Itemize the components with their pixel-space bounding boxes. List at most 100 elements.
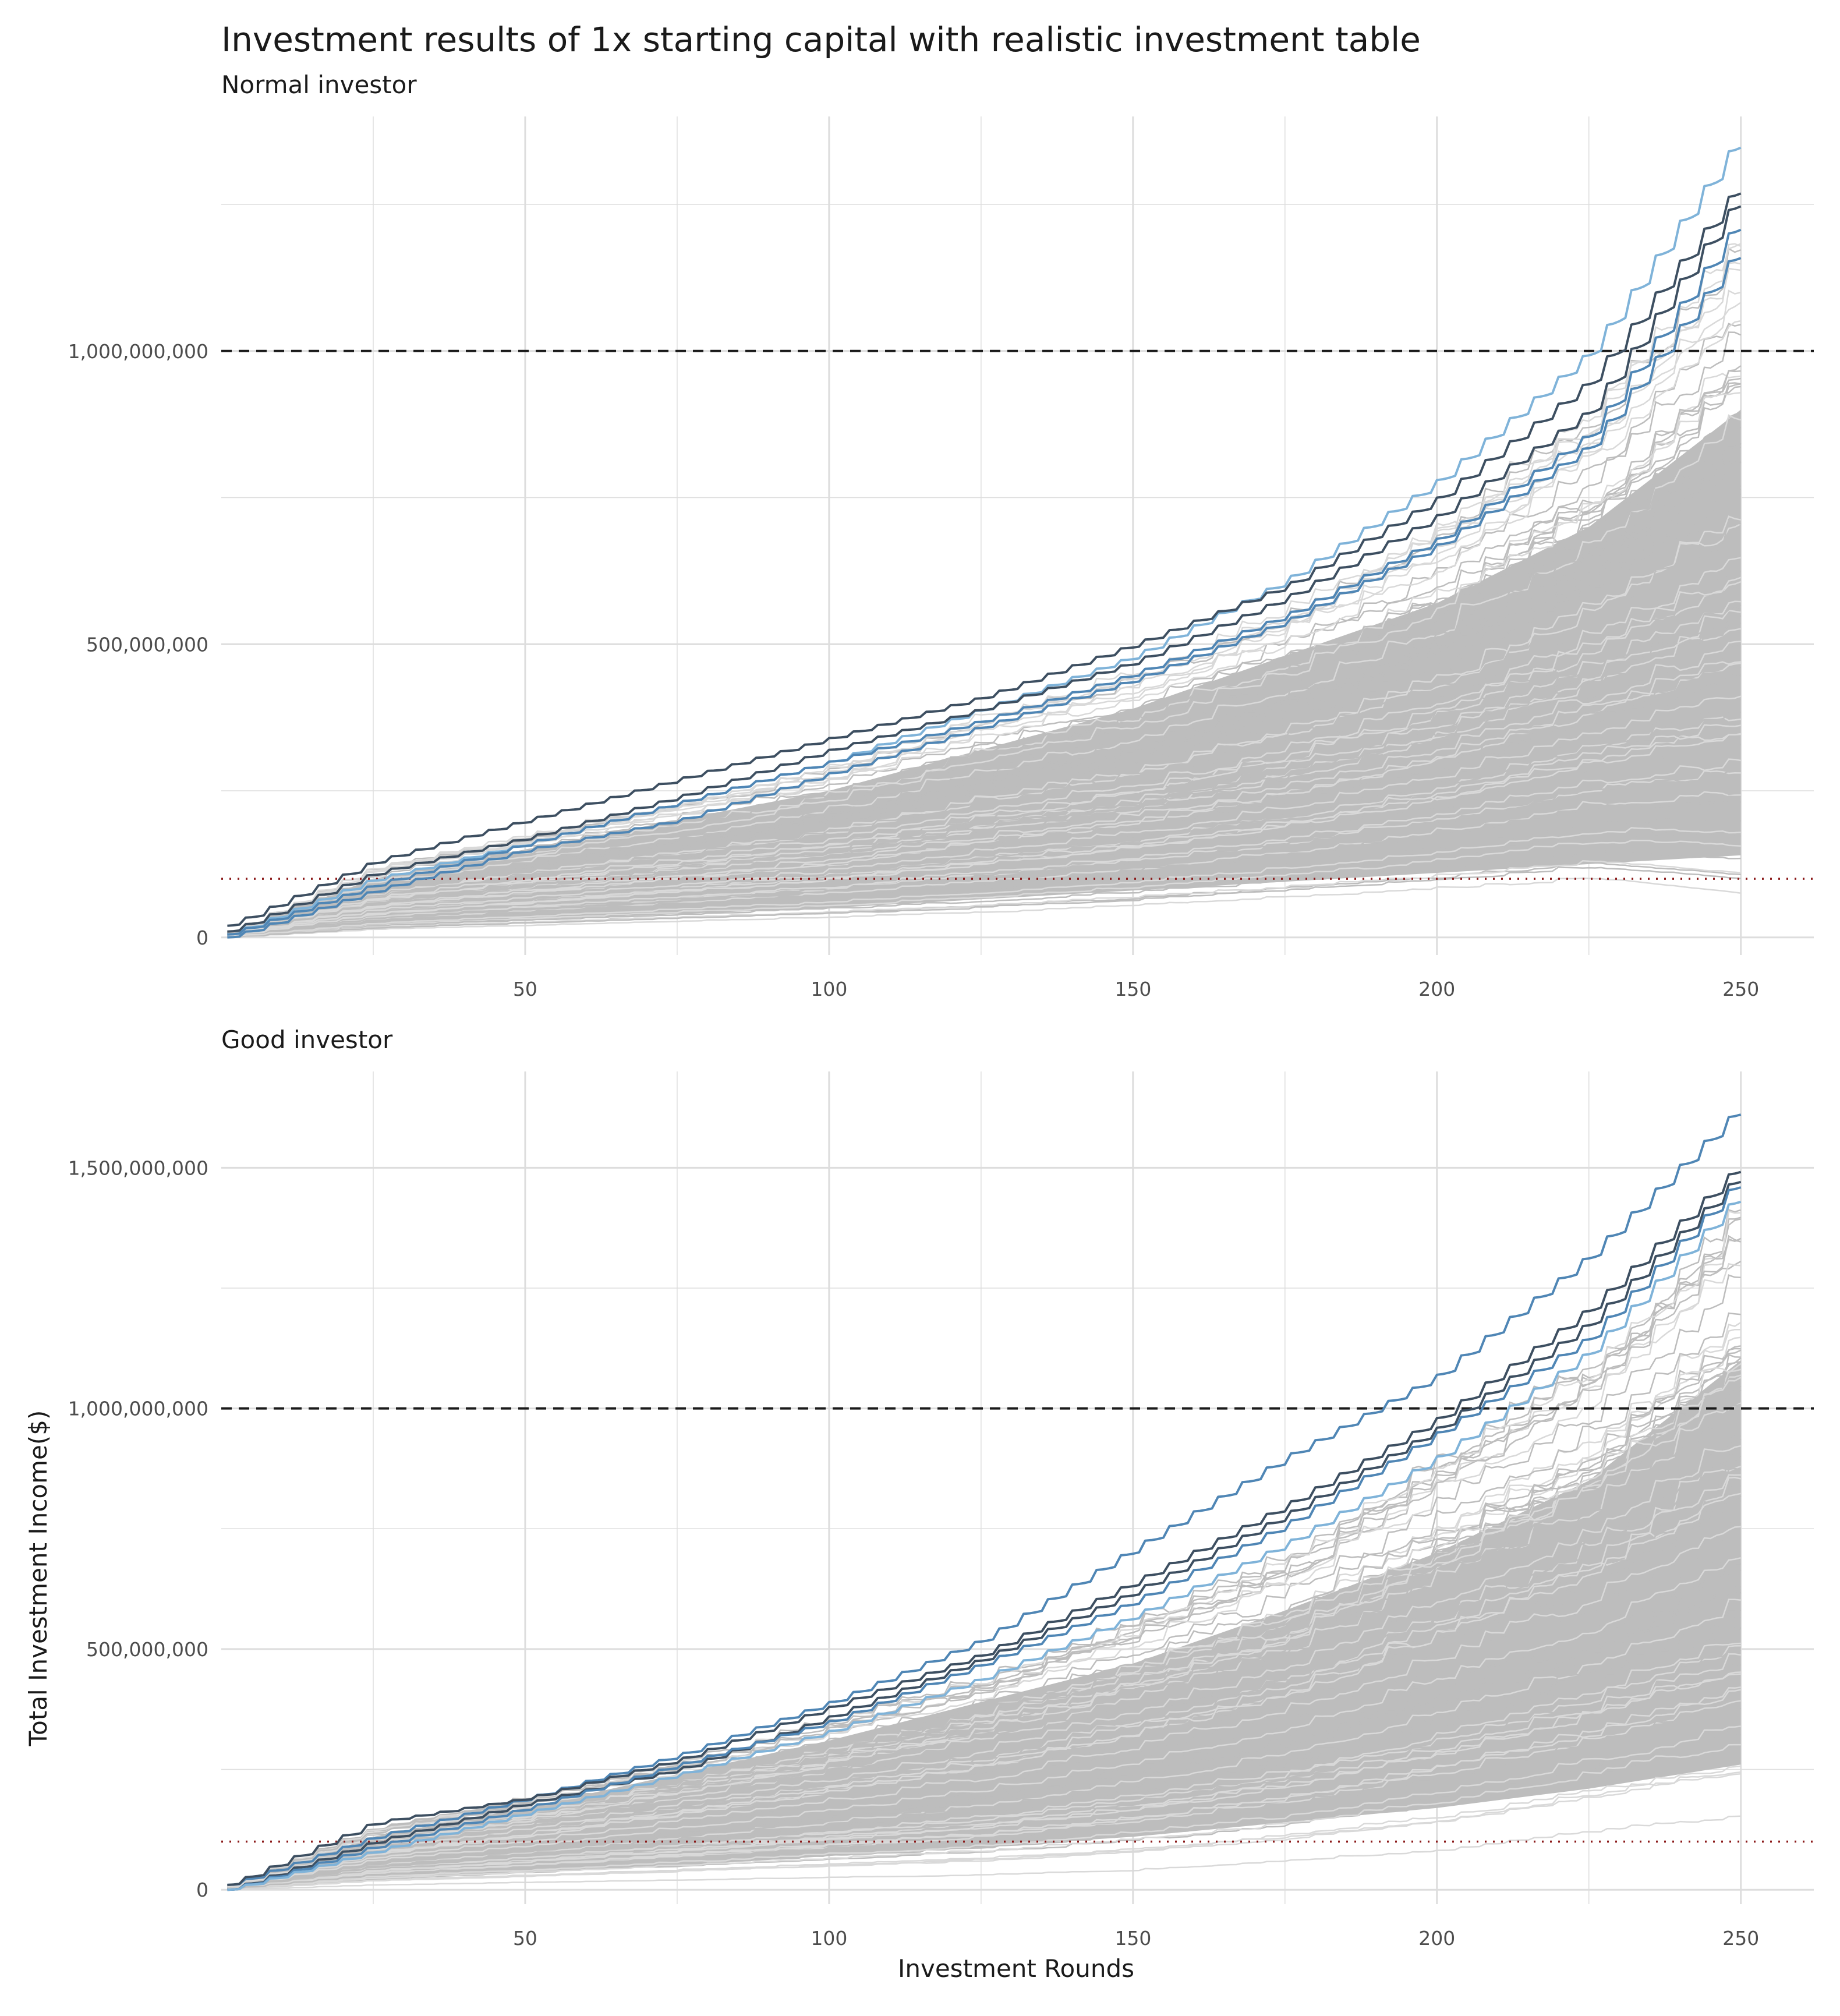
background-series-line [227,1671,1741,1890]
x-axis-title: Investment Rounds [898,1954,1134,1983]
panel-subtitle: Good investor [221,1025,393,1054]
background-series-line [227,243,1742,933]
background-series-line [227,758,1741,937]
background-series-line [227,1815,1741,1891]
x-tick-label: 50 [513,1927,537,1950]
panel-good-investor: Good investor 50 100 150 200 250 0 500,000,000 1… [68,1025,1814,1950]
background-series-line [227,607,1741,936]
background-series-line [227,733,1741,937]
background-series-line [227,1649,1741,1890]
background-series-line [227,365,1742,933]
background-series-line [227,743,1741,937]
background-series-line [227,261,1741,933]
x-tick-label: 100 [811,1927,847,1950]
x-tick-label: 250 [1722,978,1759,1000]
y-tick-label: 500,000,000 [86,633,208,656]
background-series-line [227,1385,1742,1887]
background-series-line [227,641,1741,936]
x-tick-label: 150 [1114,978,1151,1000]
background-series-line [227,320,1741,933]
highlighted-series-top-2 [227,1170,1742,1886]
background-series-line [227,818,1741,938]
highlighted-series-top-4 [227,228,1742,936]
background-series-line [227,1526,1741,1888]
highlighted-series-top-3 [227,205,1742,933]
y-tick-label: 0 [196,1879,208,1901]
background-series-line [227,839,1741,938]
background-series-line [227,1589,1741,1889]
background-series-line [227,827,1741,938]
background-series-line [227,695,1742,936]
background-series-line [227,1438,1742,1888]
background-series-line [227,615,1741,936]
background-series-line [227,711,1741,936]
x-tick-label: 200 [1418,1927,1455,1950]
y-tick-label: 1,000,000,000 [68,1398,208,1420]
x-tick-label: 150 [1114,1927,1151,1950]
background-series-line [227,1765,1741,1890]
background-series-line [227,795,1741,938]
background-series-line [227,1773,1741,1890]
background-series-line [227,373,1741,933]
highlighted-series-top-2 [227,192,1742,927]
highlighted-series-top-5 [227,257,1742,939]
y-tick-label: 500,000,000 [86,1638,208,1661]
background-series-line [227,1598,1741,1889]
background-series-line [227,1707,1742,1890]
background-series-line [227,622,1741,936]
background-series-line [227,1495,1741,1888]
background-series-line [227,442,1742,934]
background-series-line [227,446,1742,935]
x-tick-label: 100 [811,978,847,1000]
y-axis-title: Total Investment Income($) [24,1410,52,1747]
background-series-line [227,1642,1741,1890]
background-series-line [227,1645,1741,1890]
y-tick-label: 1,000,000,000 [68,340,208,363]
x-tick-label: 250 [1722,1927,1759,1950]
background-series-line [227,1237,1742,1886]
background-series-line [227,414,1742,934]
background-series-line [227,1557,1741,1888]
background-series-line [227,860,1741,938]
background-series-line [227,1617,1741,1889]
background-series-line [227,770,1741,937]
y-tick-label: 0 [196,926,208,949]
background-series-line [227,1445,1741,1888]
background-series-line [227,850,1741,938]
background-series-line [227,515,1741,935]
background-series-line [227,791,1741,938]
panel-subtitle: Normal investor [221,70,417,99]
highlighted-series-top-4 [227,1186,1742,1891]
background-series-line [227,1743,1741,1890]
background-series-line [227,518,1742,935]
background-series-line [227,661,1741,936]
background-series-line [227,1454,1742,1888]
background-series-line [227,877,1741,938]
background-series-line [227,485,1741,935]
background-series-line [227,1628,1742,1889]
background-series-line [227,1312,1741,1887]
x-tick-label: 50 [513,978,537,1000]
background-series-line [227,462,1741,935]
background-series-line [227,557,1741,935]
background-series-line [227,866,1741,938]
background-series-line [227,461,1741,935]
background-series-line [227,1686,1741,1890]
background-series-line [227,1734,1741,1890]
highlighted-series-top-5 [227,1200,1742,1891]
background-series-line [227,1492,1741,1888]
background-series-line [227,1403,1742,1887]
background-series-band [227,409,1741,938]
background-series-line [227,412,1742,934]
y-tick-label: 1,500,000,000 [68,1156,208,1179]
panel-normal-investor: Normal investor 50 100 150 200 250 0 500,000,00… [68,70,1814,1000]
chart-title: Investment results of 1x starting capita… [221,20,1421,59]
background-series-line [227,1498,1741,1888]
highlighted-series-top-1 [227,1113,1742,1886]
background-series-line [227,1725,1741,1890]
background-series-line [227,488,1741,935]
background-series-line [227,1591,1742,1889]
highlighted-series-top-3 [227,1180,1742,1891]
x-tick-label: 200 [1418,978,1455,1000]
